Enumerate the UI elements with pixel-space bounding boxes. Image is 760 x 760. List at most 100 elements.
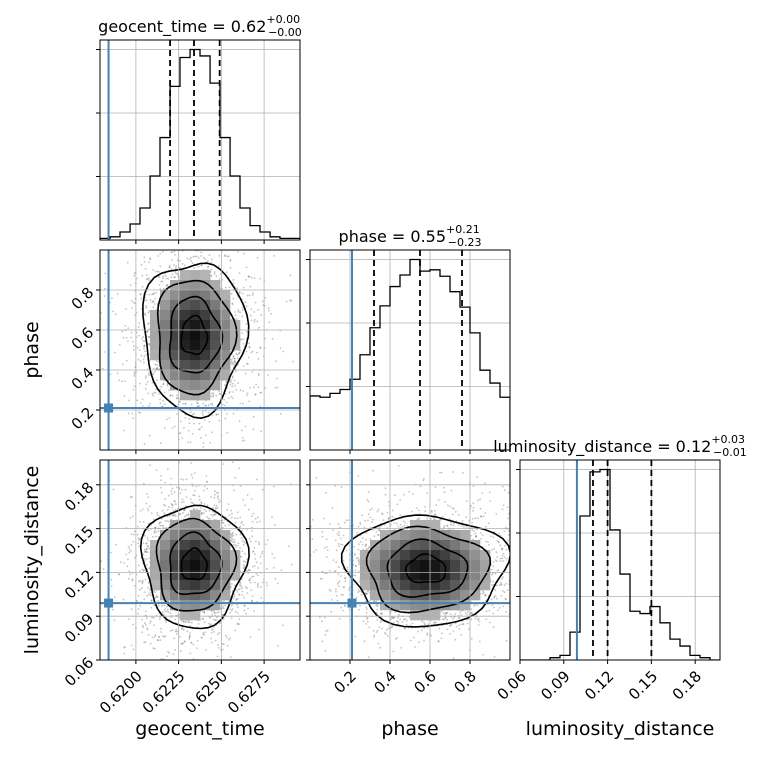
density-cell [180,290,191,301]
sample-point [184,621,187,623]
sample-point [145,542,148,545]
sample-point [181,627,184,630]
sample-point [144,622,146,625]
sample-point [221,247,223,249]
sample-point [246,587,248,589]
sample-point [161,280,164,283]
sample-point [242,498,245,501]
sample-point [250,600,253,603]
sample-point [137,358,140,361]
sample-point [265,581,268,584]
sample-point [148,557,151,560]
density-cell [170,300,181,311]
density-cell [190,360,201,371]
sample-point [190,403,193,406]
sample-point [145,564,148,566]
sample-point [243,439,246,442]
sample-point [256,584,259,587]
sample-point [237,221,239,223]
sample-point [147,336,150,338]
sample-point [148,567,151,570]
sample-point [229,477,231,479]
sample-point [212,626,215,629]
sample-point [139,402,142,404]
sample-point [245,394,248,397]
sample-point [264,387,266,389]
sample-point [218,255,221,257]
sample-point [200,507,202,509]
sample-point [239,584,242,587]
sample-point [179,260,181,262]
sample-point [233,364,236,366]
sample-point [246,592,249,594]
sample-point [249,577,252,580]
sample-point [185,496,188,498]
sample-point [231,302,234,305]
sample-point [147,581,150,584]
sample-point [191,502,194,504]
sample-point [170,251,173,254]
sample-point [267,307,270,309]
sample-point [274,387,277,389]
sample-point [202,631,205,634]
sample-point [230,363,233,366]
sample-point [149,464,152,467]
sample-point [131,579,134,582]
sample-point [137,608,140,610]
sample-point [159,398,161,401]
sample-point [145,383,148,386]
sample-point [150,599,153,602]
sample-point [190,260,193,262]
sample-point [149,299,152,301]
sample-point [151,392,154,395]
sample-point [171,427,174,429]
sample-point [200,264,203,267]
sample-point [144,641,147,644]
sample-point [112,488,115,491]
sample-point [230,360,233,363]
sample-point [199,207,201,209]
sample-point [248,537,251,540]
sample-point [248,346,251,349]
sample-point [246,294,249,297]
sample-point [150,606,153,609]
sample-point [183,508,186,511]
sample-point [241,539,244,542]
sample-point [130,299,133,302]
sample-point [212,394,215,397]
density-cell [170,350,181,361]
sample-point [141,285,144,288]
sample-point [249,285,252,288]
sample-point [159,265,162,268]
sample-point [190,641,193,644]
sample-point [218,390,220,393]
sample-point [238,272,241,274]
sample-point [171,273,174,276]
sample-point [255,351,258,354]
sample-point [158,284,161,286]
sample-point [153,604,156,607]
sample-point [196,241,198,243]
sample-point [256,256,259,259]
sample-point [146,536,149,539]
sample-point [170,268,173,271]
sample-point [224,393,227,395]
sample-point [143,557,146,560]
sample-point [333,364,335,366]
sample-point [226,255,229,258]
sample-point [264,543,267,546]
sample-point [155,368,158,370]
sample-point [257,516,259,519]
sample-point [204,404,207,407]
sample-point [238,593,241,596]
sample-point [228,286,231,289]
sample-point [103,287,106,290]
sample-point [231,689,233,691]
sample-point [210,623,212,626]
sample-point [328,463,330,465]
contour-4 [142,262,250,420]
sample-point [171,251,174,254]
sample-point [249,198,251,200]
sample-point [171,259,174,261]
sample-point [236,622,239,625]
